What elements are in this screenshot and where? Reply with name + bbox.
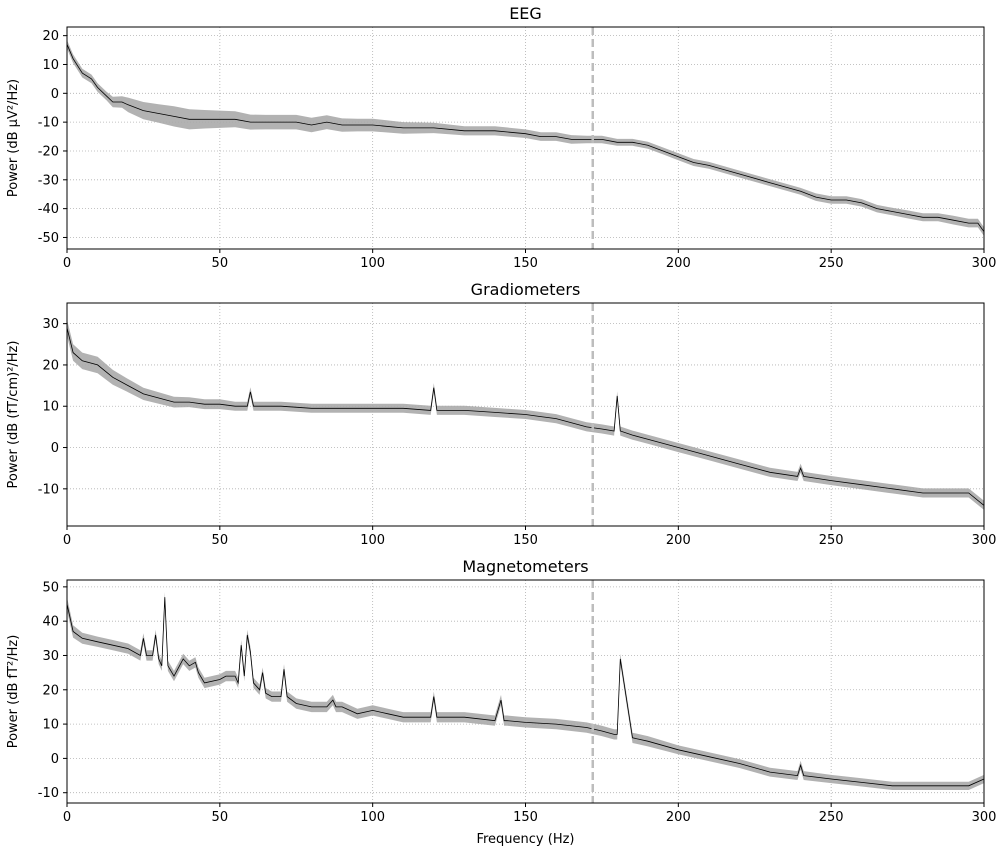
- subplot-title: Gradiometers: [471, 280, 581, 299]
- y-tick-label: 10: [42, 400, 59, 415]
- x-tick-label: 150: [513, 810, 538, 825]
- y-tick-label: 20: [42, 358, 59, 373]
- y-tick-label: 0: [51, 441, 59, 456]
- subplot-1: 0 50 100 150 200 250 300 -10 0 10 20 30 Gradiometers…: [6, 280, 996, 548]
- y-tick-label: 10: [42, 58, 59, 73]
- y-tick-label: -10: [38, 482, 59, 497]
- x-tick-label: 50: [212, 533, 229, 548]
- y-tick-label: 0: [51, 87, 59, 102]
- x-tick-label: 100: [360, 810, 385, 825]
- y-tick-label: -40: [38, 202, 59, 217]
- mean-psd-line: [66, 597, 985, 787]
- y-tick-label: -10: [38, 116, 59, 131]
- x-tick-label: 300: [972, 810, 997, 825]
- y-tick-label: 30: [42, 649, 59, 664]
- x-tick-label: 0: [63, 533, 71, 548]
- x-tick-label: 200: [666, 533, 691, 548]
- y-tick-label: -20: [38, 144, 59, 159]
- y-tick-label: 30: [42, 317, 59, 332]
- mean-psd-line: [66, 327, 985, 506]
- y-tick-label: 20: [42, 29, 59, 44]
- x-tick-label: 300: [972, 533, 997, 548]
- y-tick-label: 50: [42, 580, 59, 595]
- subplot-2: 0 50 100 150 200 250 300 -10 0 10 20 30 40 50 Magnetom…: [6, 557, 996, 847]
- y-tick-label: -30: [38, 173, 59, 188]
- std-band: [67, 40, 984, 236]
- x-tick-label: 250: [819, 810, 844, 825]
- x-tick-label: 250: [819, 256, 844, 271]
- x-tick-label: 50: [212, 256, 229, 271]
- x-tick-label: 200: [666, 810, 691, 825]
- x-tick-label: 200: [666, 256, 691, 271]
- x-tick-label: 100: [360, 533, 385, 548]
- x-tick-label: 50: [212, 810, 229, 825]
- y-axis-label: Power (dB µV²/Hz): [6, 79, 21, 197]
- x-tick-label: 0: [63, 256, 71, 271]
- y-tick-label: -50: [38, 231, 59, 246]
- x-tick-label: 300: [972, 256, 997, 271]
- x-tick-label: 0: [63, 810, 71, 825]
- y-tick-label: 40: [42, 615, 59, 630]
- subplot-title: Magnetometers: [462, 557, 588, 576]
- y-axis-label: Power (dB fT²/Hz): [6, 635, 21, 749]
- x-tick-label: 250: [819, 533, 844, 548]
- y-tick-label: -10: [38, 786, 59, 801]
- x-axis-label: Frequency (Hz): [476, 832, 574, 847]
- y-tick-label: 0: [51, 752, 59, 767]
- subplot-0: 0 50 100 150 200 250 300 -50 -40 -30 -20 -10 0 10 20 EE…: [6, 4, 996, 271]
- subplot-title: EEG: [509, 4, 542, 23]
- y-tick-label: 10: [42, 718, 59, 733]
- x-tick-label: 150: [513, 533, 538, 548]
- mean-psd-line: [66, 44, 985, 232]
- y-axis-label: Power (dB (fT/cm)²/Hz): [6, 341, 21, 489]
- x-tick-label: 150: [513, 256, 538, 271]
- x-tick-label: 100: [360, 256, 385, 271]
- y-tick-label: 20: [42, 683, 59, 698]
